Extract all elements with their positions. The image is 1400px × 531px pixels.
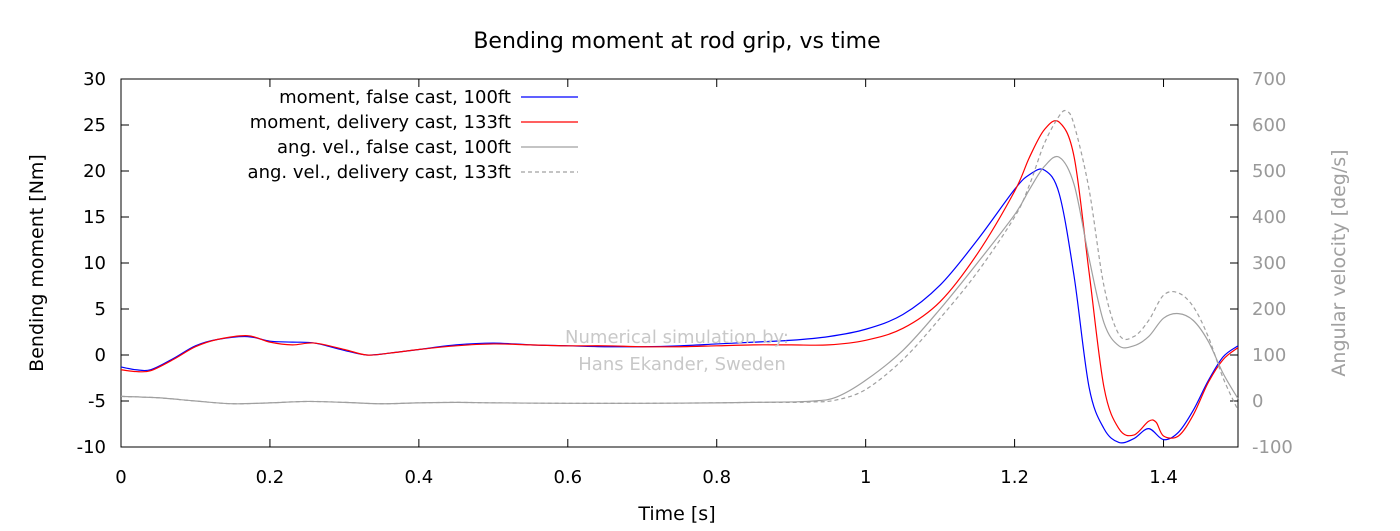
ticks: 0 0.2 0.4 0.6 0.8 1 1.2 1.4 -10 -5 0 5 10 15 20 25 30 -10… xyxy=(77,69,1293,488)
y-tick-label: -5 xyxy=(88,391,106,412)
y2-tick-label: 200 xyxy=(1252,299,1286,320)
legend-label-2: moment, delivery cast, 133ft xyxy=(250,112,511,133)
series-line-4 xyxy=(120,109,1239,411)
legend: moment, false cast, 100ft moment, deliver… xyxy=(248,87,578,183)
legend-label-3: ang. vel., false cast, 100ft xyxy=(277,137,511,158)
y2-tick-label: 100 xyxy=(1252,345,1286,366)
x-tick-label: 0.2 xyxy=(256,467,285,488)
y-tick-label: -10 xyxy=(77,437,106,458)
y2-tick-label: 700 xyxy=(1252,69,1286,90)
series-line-2 xyxy=(120,120,1239,439)
y-tick-label: 0 xyxy=(95,345,106,366)
watermark-line-2: Hans Ekander, Sweden xyxy=(578,354,785,375)
x-tick-label: 1.2 xyxy=(1000,467,1029,488)
chart-title: Bending moment at rod grip, vs time xyxy=(473,29,880,54)
x-tick-label: 0.6 xyxy=(553,467,582,488)
series-line-3 xyxy=(120,155,1239,405)
x-tick-label: 0.8 xyxy=(702,467,731,488)
y-tick-label: 30 xyxy=(83,69,106,90)
y2-tick-label: -100 xyxy=(1252,437,1293,458)
y-tick-label: 20 xyxy=(83,161,106,182)
y-tick-label: 5 xyxy=(95,299,106,320)
legend-label-4: ang. vel., delivery cast, 133ft xyxy=(248,162,511,183)
y2-tick-label: 0 xyxy=(1252,391,1263,412)
y2-tick-label: 500 xyxy=(1252,161,1286,182)
y2-tick-label: 400 xyxy=(1252,207,1286,228)
y-tick-label: 10 xyxy=(83,253,106,274)
x-tick-label: 0.4 xyxy=(405,467,434,488)
x-tick-label: 0 xyxy=(115,467,126,488)
y-axis-title: Bending moment [Nm] xyxy=(26,154,48,372)
y2-tick-label: 300 xyxy=(1252,253,1286,274)
series-line-1 xyxy=(120,168,1239,444)
legend-label-1: moment, false cast, 100ft xyxy=(279,87,511,108)
plot-area xyxy=(120,78,1239,448)
y-tick-label: 15 xyxy=(83,207,106,228)
series-group xyxy=(120,109,1239,444)
x-tick-label: 1.4 xyxy=(1149,467,1178,488)
y2-axis-title: Angular velocity [deg/s] xyxy=(1328,149,1350,376)
y2-tick-label: 600 xyxy=(1252,115,1286,136)
x-axis-title: Time [s] xyxy=(637,503,715,525)
x-tick-label: 1 xyxy=(860,467,871,488)
watermark-line-1: Numerical simulation by: xyxy=(565,327,789,348)
y-tick-label: 25 xyxy=(83,115,106,136)
